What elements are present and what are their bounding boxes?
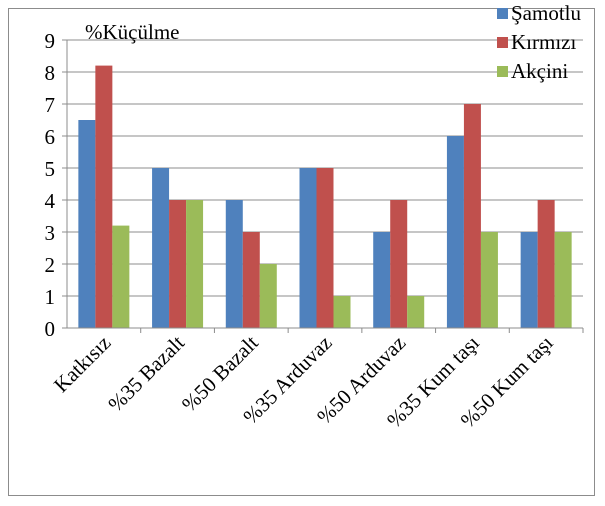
bar <box>520 232 538 328</box>
bar <box>446 136 464 328</box>
y-axis-title: %Küçülme <box>85 20 179 44</box>
bar <box>316 168 334 328</box>
x-tick-label: Katkısız <box>49 331 115 397</box>
x-tick-label: %35 Bazalt <box>103 330 189 416</box>
bar <box>333 296 351 328</box>
bar <box>463 104 481 328</box>
y-tick-label: 2 <box>45 253 56 277</box>
y-tick-label: 1 <box>45 285 56 309</box>
bar <box>152 168 170 328</box>
legend: Şamotlu Kırmızı Akçini <box>497 1 582 83</box>
legend-swatch <box>497 66 508 77</box>
bar <box>554 232 572 328</box>
bar <box>407 296 425 328</box>
bar <box>95 65 113 328</box>
bar <box>390 200 408 328</box>
y-tick-label: 0 <box>45 317 56 341</box>
bar <box>242 232 260 328</box>
bar <box>225 200 243 328</box>
bar <box>299 168 317 328</box>
bar <box>480 232 498 328</box>
legend-label: Akçini <box>511 59 568 83</box>
y-tick-label: 6 <box>45 125 56 149</box>
legend-swatch <box>497 37 508 48</box>
bar <box>537 200 555 328</box>
bar <box>259 264 277 328</box>
bar <box>169 200 187 328</box>
y-tick-label: 5 <box>45 157 56 181</box>
bars <box>78 65 572 328</box>
bar <box>373 232 391 328</box>
legend-label: Kırmızı <box>511 30 576 54</box>
y-tick-label: 4 <box>45 189 56 213</box>
axes <box>62 39 584 333</box>
y-tick-label: 9 <box>45 29 56 53</box>
bar <box>78 120 96 328</box>
legend-swatch <box>497 8 508 19</box>
y-tick-label: 7 <box>45 93 56 117</box>
legend-label: Şamotlu <box>511 1 582 25</box>
bar <box>186 200 204 328</box>
y-tick-label: 8 <box>45 61 56 85</box>
y-tick-label: 3 <box>45 221 56 245</box>
bar <box>112 225 130 328</box>
